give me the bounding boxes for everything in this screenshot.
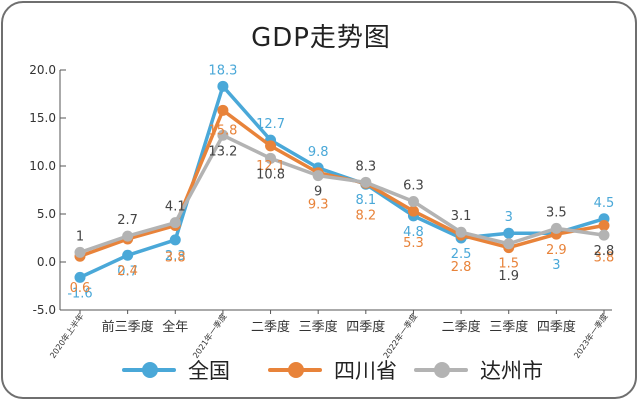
- legend-item-national: 全国: [122, 352, 230, 388]
- data-label: 15.8: [208, 123, 237, 138]
- data-label: 12.1: [256, 159, 285, 174]
- y-tick-label: 15.0: [29, 111, 56, 125]
- data-label: 18.3: [208, 63, 237, 78]
- data-point: [407, 196, 419, 208]
- data-label: 0.7: [117, 264, 138, 279]
- data-point: [74, 246, 86, 258]
- data-label: 0.6: [70, 281, 91, 296]
- legend-label: 达州市: [480, 359, 543, 383]
- data-label: 1.5: [498, 257, 519, 272]
- series-line: [79, 84, 605, 279]
- data-label: 4.5: [594, 196, 615, 211]
- data-label: 3.1: [451, 209, 472, 224]
- x-tick-label: 四季度: [537, 319, 576, 335]
- data-label: 2.9: [546, 243, 567, 258]
- data-point: [360, 176, 372, 188]
- data-label: 3.5: [546, 205, 567, 220]
- data-label: 8.2: [355, 208, 376, 223]
- y-tick-label: -5.0: [33, 303, 56, 317]
- data-label: 10.8: [256, 167, 285, 182]
- data-label: 5.3: [403, 236, 424, 251]
- data-point: [74, 271, 86, 283]
- data-label: 2.7: [117, 213, 138, 228]
- chart-title: GDP走势图: [251, 23, 391, 53]
- y-tick-label: 10.0: [29, 159, 56, 173]
- data-label: -1.6: [67, 286, 92, 301]
- data-label: 1.9: [498, 269, 519, 284]
- data-point: [503, 227, 515, 239]
- data-label: 8.3: [355, 159, 376, 174]
- data-point: [169, 234, 181, 246]
- x-tick-label: 四季度: [346, 319, 385, 335]
- data-point: [122, 230, 134, 242]
- data-label: 8.1: [355, 193, 376, 208]
- data-point: [265, 152, 277, 164]
- data-label: 2.3: [165, 249, 186, 264]
- data-point: [407, 205, 419, 217]
- data-point: [169, 217, 181, 229]
- y-tick-label: 0.0: [37, 255, 56, 269]
- data-point: [265, 140, 277, 152]
- data-label: 9: [314, 185, 322, 200]
- data-point: [503, 238, 515, 250]
- data-label: 3: [552, 258, 560, 273]
- data-label: 4.1: [165, 200, 186, 215]
- legend-label: 四川省: [334, 359, 397, 383]
- legend: 全国 四川省 达州市: [0, 352, 636, 388]
- data-label: 2.4: [117, 264, 138, 279]
- x-tick-label: 三季度: [299, 319, 338, 335]
- legend-swatch: [268, 362, 322, 378]
- data-point: [312, 170, 324, 182]
- data-label: 3: [505, 210, 513, 225]
- x-tick-label: 二季度: [442, 319, 481, 335]
- legend-swatch: [122, 362, 176, 378]
- y-tick-label: 20.0: [29, 63, 56, 77]
- data-point: [217, 80, 229, 92]
- data-label: 6.3: [403, 179, 424, 194]
- data-label: 2.5: [451, 247, 472, 262]
- x-tick-label: 三季度: [489, 319, 528, 335]
- data-point: [122, 249, 134, 261]
- data-label: 4.8: [403, 225, 424, 240]
- data-point: [455, 226, 467, 238]
- data-point: [217, 129, 229, 141]
- x-tick-label: 二季度: [251, 319, 290, 335]
- data-label: 13.2: [208, 144, 237, 159]
- legend-item-dazhou: 达州市: [414, 352, 543, 388]
- data-label: 9.3: [308, 198, 329, 213]
- data-label: 3.8: [594, 251, 615, 266]
- data-point: [217, 104, 229, 116]
- data-point: [598, 229, 610, 241]
- data-label: 1: [76, 229, 84, 244]
- data-label: 2.8: [594, 244, 615, 259]
- series-line: [79, 133, 605, 255]
- data-label: 9.8: [308, 145, 329, 160]
- x-tick-label: 全年: [162, 319, 188, 335]
- data-point: [550, 222, 562, 234]
- x-tick-label: 前三季度: [102, 319, 154, 335]
- data-label: 2.8: [451, 260, 472, 275]
- legend-item-sichuan: 四川省: [268, 352, 397, 388]
- data-point: [598, 220, 610, 232]
- legend-label: 全国: [188, 359, 230, 383]
- data-label: 12.7: [256, 117, 285, 132]
- legend-swatch: [414, 362, 468, 378]
- data-label: 3.8: [165, 251, 186, 266]
- y-tick-label: 5.0: [37, 207, 56, 221]
